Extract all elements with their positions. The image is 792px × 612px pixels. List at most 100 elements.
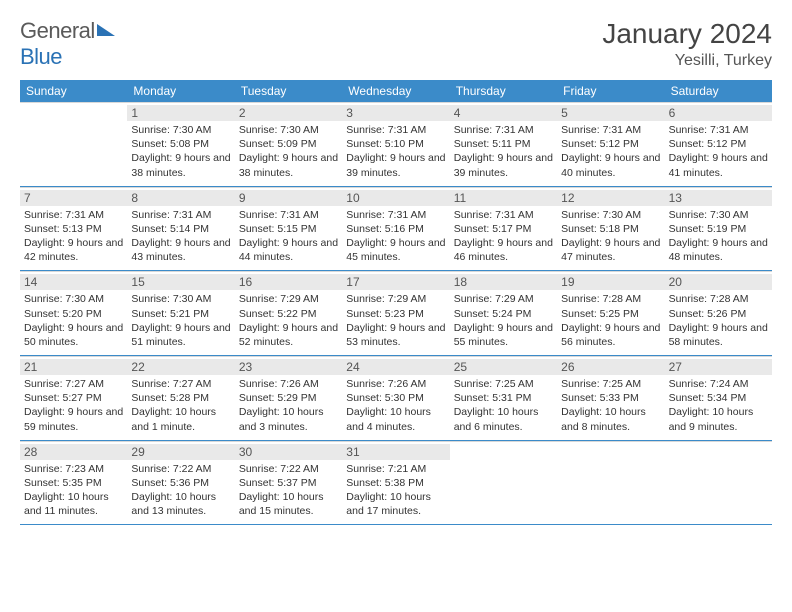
day-info: Sunrise: 7:25 AMSunset: 5:31 PMDaylight:…: [454, 377, 553, 434]
day-cell: 5 Sunrise: 7:31 AMSunset: 5:12 PMDaylight…: [557, 102, 664, 186]
day-number: 29: [127, 444, 234, 460]
day-cell: 16 Sunrise: 7:29 AMSunset: 5:22 PMDayligh…: [235, 271, 342, 355]
day-number: 4: [450, 105, 557, 121]
day-cell: 14 Sunrise: 7:30 AMSunset: 5:20 PMDayligh…: [20, 271, 127, 355]
day-cell: 20 Sunrise: 7:28 AMSunset: 5:26 PMDayligh…: [665, 271, 772, 355]
logo-word-general: General: [20, 18, 95, 43]
weeks-container: 1 Sunrise: 7:30 AMSunset: 5:08 PMDaylight…: [20, 102, 772, 525]
day-cell: 2 Sunrise: 7:30 AMSunset: 5:09 PMDaylight…: [235, 102, 342, 186]
day-cell: 9 Sunrise: 7:31 AMSunset: 5:15 PMDaylight…: [235, 187, 342, 271]
day-cell: 3 Sunrise: 7:31 AMSunset: 5:10 PMDaylight…: [342, 102, 449, 186]
day-number: 31: [342, 444, 449, 460]
day-info: Sunrise: 7:31 AMSunset: 5:10 PMDaylight:…: [346, 123, 445, 180]
day-number: 16: [235, 274, 342, 290]
day-info: Sunrise: 7:29 AMSunset: 5:22 PMDaylight:…: [239, 292, 338, 349]
day-cell: 22 Sunrise: 7:27 AMSunset: 5:28 PMDayligh…: [127, 356, 234, 440]
day-cell: 6 Sunrise: 7:31 AMSunset: 5:12 PMDaylight…: [665, 102, 772, 186]
day-cell: 25 Sunrise: 7:25 AMSunset: 5:31 PMDayligh…: [450, 356, 557, 440]
day-cell: 8Sunrise: 7:31 AMSunset: 5:14 PMDaylight…: [127, 187, 234, 271]
day-cell: 29Sunrise: 7:22 AMSunset: 5:36 PMDayligh…: [127, 441, 234, 525]
day-cell: 1 Sunrise: 7:30 AMSunset: 5:08 PMDaylight…: [127, 102, 234, 186]
day-number: 13: [665, 190, 772, 206]
day-info: Sunrise: 7:30 AMSunset: 5:21 PMDaylight:…: [131, 292, 230, 349]
day-info: Sunrise: 7:30 AMSunset: 5:18 PMDaylight:…: [561, 208, 660, 265]
day-number: 14: [20, 274, 127, 290]
weekday-header: Monday: [127, 80, 234, 102]
logo-text: General Blue: [20, 18, 115, 70]
weekday-header: Saturday: [665, 80, 772, 102]
week-row: 7 Sunrise: 7:31 AMSunset: 5:13 PMDaylight…: [20, 187, 772, 272]
day-cell: 10 Sunrise: 7:31 AMSunset: 5:16 PMDayligh…: [342, 187, 449, 271]
weekday-header: Sunday: [20, 80, 127, 102]
empty-cell: [20, 102, 127, 186]
page-title: January 2024: [602, 18, 772, 50]
day-number: 24: [342, 359, 449, 375]
day-number: 17: [342, 274, 449, 290]
day-cell: 18Sunrise: 7:29 AMSunset: 5:24 PMDayligh…: [450, 271, 557, 355]
day-cell: 23Sunrise: 7:26 AMSunset: 5:29 PMDayligh…: [235, 356, 342, 440]
day-info: Sunrise: 7:22 AMSunset: 5:37 PMDaylight:…: [239, 462, 338, 519]
day-cell: 26Sunrise: 7:25 AMSunset: 5:33 PMDayligh…: [557, 356, 664, 440]
day-number: 10: [342, 190, 449, 206]
day-cell: 30Sunrise: 7:22 AMSunset: 5:37 PMDayligh…: [235, 441, 342, 525]
location-subtitle: Yesilli, Turkey: [602, 52, 772, 70]
day-info: Sunrise: 7:31 AMSunset: 5:12 PMDaylight:…: [561, 123, 660, 180]
weekday-header: Thursday: [450, 80, 557, 102]
day-info: Sunrise: 7:30 AMSunset: 5:09 PMDaylight:…: [239, 123, 338, 180]
week-row: 1 Sunrise: 7:30 AMSunset: 5:08 PMDaylight…: [20, 102, 772, 187]
day-info: Sunrise: 7:27 AMSunset: 5:27 PMDaylight:…: [24, 377, 123, 434]
day-number: 11: [450, 190, 557, 206]
day-number: 7: [20, 190, 127, 206]
day-info: Sunrise: 7:31 AMSunset: 5:16 PMDaylight:…: [346, 208, 445, 265]
day-info: Sunrise: 7:24 AMSunset: 5:34 PMDaylight:…: [669, 377, 768, 434]
day-info: Sunrise: 7:28 AMSunset: 5:26 PMDaylight:…: [669, 292, 768, 349]
day-cell: 24Sunrise: 7:26 AMSunset: 5:30 PMDayligh…: [342, 356, 449, 440]
day-info: Sunrise: 7:31 AMSunset: 5:15 PMDaylight:…: [239, 208, 338, 265]
day-number: 25: [450, 359, 557, 375]
day-number: 5: [557, 105, 664, 121]
day-info: Sunrise: 7:28 AMSunset: 5:25 PMDaylight:…: [561, 292, 660, 349]
day-info: Sunrise: 7:31 AMSunset: 5:12 PMDaylight:…: [669, 123, 768, 180]
weekday-header-row: SundayMondayTuesdayWednesdayThursdayFrid…: [20, 80, 772, 102]
day-number: 12: [557, 190, 664, 206]
day-cell: 28 Sunrise: 7:23 AMSunset: 5:35 PMDayligh…: [20, 441, 127, 525]
calendar: SundayMondayTuesdayWednesdayThursdayFrid…: [20, 80, 772, 525]
day-info: Sunrise: 7:29 AMSunset: 5:24 PMDaylight:…: [454, 292, 553, 349]
day-info: Sunrise: 7:21 AMSunset: 5:38 PMDaylight:…: [346, 462, 445, 519]
day-number: 26: [557, 359, 664, 375]
day-info: Sunrise: 7:31 AMSunset: 5:17 PMDaylight:…: [454, 208, 553, 265]
day-number: 9: [235, 190, 342, 206]
day-info: Sunrise: 7:31 AMSunset: 5:11 PMDaylight:…: [454, 123, 553, 180]
logo-word-blue: Blue: [20, 44, 62, 69]
day-cell: 17Sunrise: 7:29 AMSunset: 5:23 PMDayligh…: [342, 271, 449, 355]
calendar-page: General Blue January 2024 Yesilli, Turke…: [0, 0, 792, 535]
day-number: 1: [127, 105, 234, 121]
day-number: 3: [342, 105, 449, 121]
day-number: 19: [557, 274, 664, 290]
title-block: January 2024 Yesilli, Turkey: [602, 18, 772, 70]
day-cell: 27Sunrise: 7:24 AMSunset: 5:34 PMDayligh…: [665, 356, 772, 440]
day-number: 8: [127, 190, 234, 206]
day-cell: 11 Sunrise: 7:31 AMSunset: 5:17 PMDayligh…: [450, 187, 557, 271]
day-number: 20: [665, 274, 772, 290]
weekday-header: Wednesday: [342, 80, 449, 102]
empty-cell: [557, 441, 664, 525]
day-cell: 12 Sunrise: 7:30 AMSunset: 5:18 PMDayligh…: [557, 187, 664, 271]
day-info: Sunrise: 7:27 AMSunset: 5:28 PMDaylight:…: [131, 377, 230, 434]
day-cell: 13Sunrise: 7:30 AMSunset: 5:19 PMDayligh…: [665, 187, 772, 271]
day-number: 28: [20, 444, 127, 460]
day-cell: 31 Sunrise: 7:21 AMSunset: 5:38 PMDayligh…: [342, 441, 449, 525]
weekday-header: Tuesday: [235, 80, 342, 102]
day-info: Sunrise: 7:23 AMSunset: 5:35 PMDaylight:…: [24, 462, 123, 519]
day-info: Sunrise: 7:30 AMSunset: 5:08 PMDaylight:…: [131, 123, 230, 180]
empty-cell: [450, 441, 557, 525]
day-info: Sunrise: 7:30 AMSunset: 5:20 PMDaylight:…: [24, 292, 123, 349]
day-number: 21: [20, 359, 127, 375]
day-number: 22: [127, 359, 234, 375]
day-info: Sunrise: 7:31 AMSunset: 5:13 PMDaylight:…: [24, 208, 123, 265]
day-number: 6: [665, 105, 772, 121]
day-number: 2: [235, 105, 342, 121]
day-cell: 4 Sunrise: 7:31 AMSunset: 5:11 PMDaylight…: [450, 102, 557, 186]
week-row: 21 Sunrise: 7:27 AMSunset: 5:27 PMDayligh…: [20, 356, 772, 441]
empty-cell: [665, 441, 772, 525]
